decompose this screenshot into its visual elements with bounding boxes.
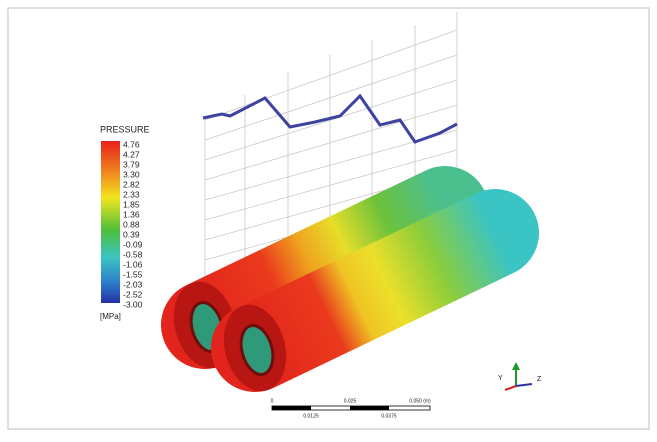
- scale-label: 0.050 (m): [409, 398, 431, 404]
- legend-label: 3.30: [123, 169, 140, 179]
- legend-label: -1.55: [123, 269, 143, 279]
- simulation-view: PRESSURE 4.764.273.793.302.822.331.851.3…: [0, 0, 657, 437]
- color-bar: [101, 141, 120, 303]
- legend-label: 4.27: [123, 149, 140, 159]
- legend-label: 1.36: [123, 209, 140, 219]
- legend-label: -3.00: [123, 299, 143, 309]
- legend-label: -0.58: [123, 249, 143, 259]
- triad-label: Y: [498, 375, 503, 382]
- legend-label: -2.03: [123, 279, 143, 289]
- legend-label: 3.79: [123, 159, 140, 169]
- legend-unit: [MPa]: [100, 312, 121, 321]
- legend-label: 0.88: [123, 219, 140, 229]
- legend-label: -2.52: [123, 289, 143, 299]
- scale-label: 0.0375: [381, 413, 397, 419]
- legend-label: 1.85: [123, 199, 140, 209]
- legend-label: -1.06: [123, 259, 143, 269]
- scale-label: 0: [271, 398, 274, 404]
- legend-label: -0.09: [123, 239, 143, 249]
- scale-bar: [272, 406, 430, 410]
- legend-label: 2.82: [123, 179, 140, 189]
- scale-label: 0.0125: [303, 413, 319, 419]
- legend-label: 4.76: [123, 139, 140, 149]
- scale-label: 0.025: [344, 398, 357, 404]
- triad-label: Z: [537, 376, 542, 383]
- legend-title: PRESSURE: [100, 124, 150, 134]
- legend-label: 0.39: [123, 229, 140, 239]
- legend-label: 2.33: [123, 189, 140, 199]
